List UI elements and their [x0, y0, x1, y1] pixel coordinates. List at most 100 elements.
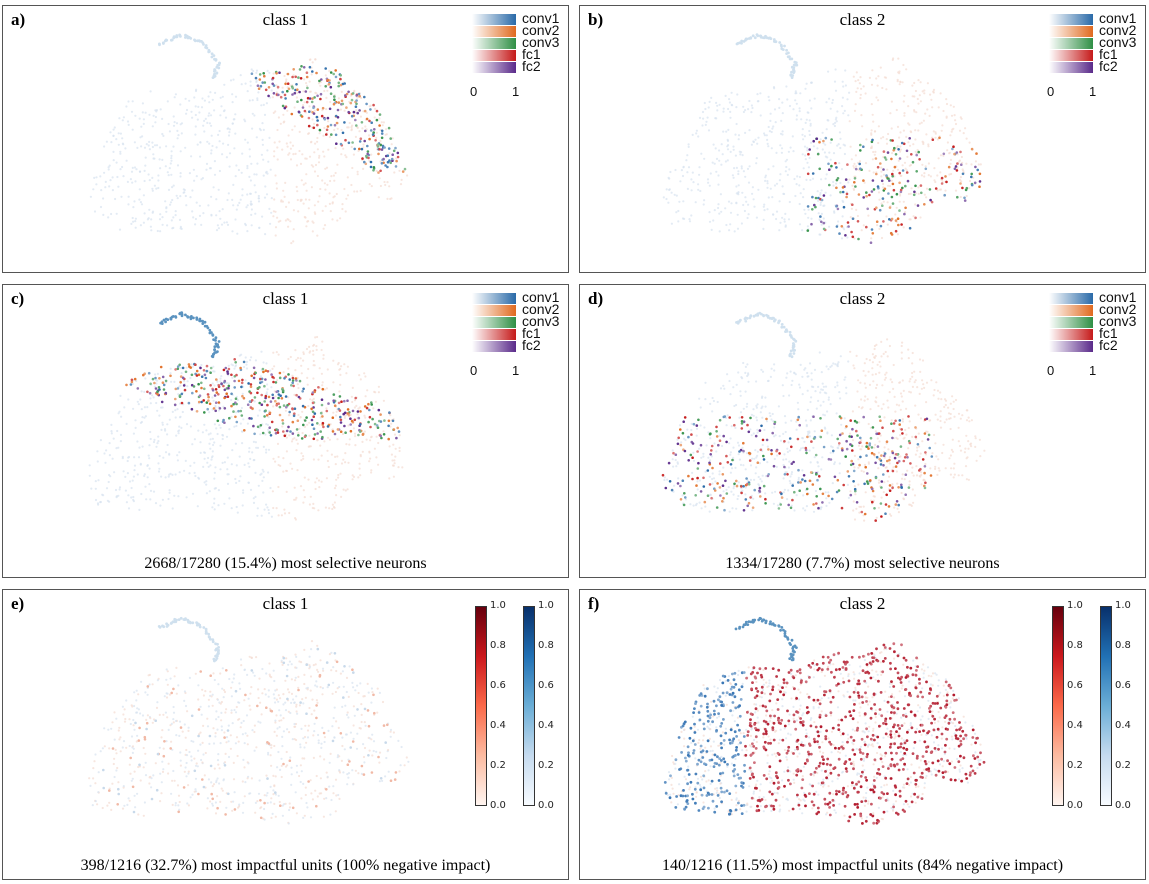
- background-point: [809, 461, 812, 464]
- highlight-point: [286, 89, 289, 93]
- background-point: [244, 379, 247, 382]
- highlight-point: [270, 373, 273, 376]
- highlight-point: [709, 453, 712, 456]
- background-point: [813, 97, 816, 100]
- legend-label: fc1: [522, 325, 541, 341]
- highlight-point: [917, 150, 920, 154]
- background-point: [763, 428, 766, 432]
- highlight-point: [812, 503, 815, 506]
- highlight-point: [818, 167, 821, 171]
- background-point: [255, 79, 258, 82]
- background-point: [166, 100, 169, 103]
- background-point: [190, 155, 193, 158]
- background-point: [286, 145, 289, 148]
- highlight-point: [847, 475, 851, 478]
- background-point: [202, 212, 205, 215]
- background-point: [964, 447, 967, 450]
- background-point: [307, 207, 310, 210]
- highlight-point: [368, 137, 371, 141]
- highlight-point: [268, 431, 272, 434]
- background-point: [317, 200, 320, 203]
- background-point: [293, 486, 296, 489]
- highlight-point: [341, 131, 345, 135]
- highlight-point: [978, 185, 981, 188]
- background-point: [290, 678, 293, 681]
- highlight-point: [277, 396, 280, 400]
- background-point: [728, 101, 731, 104]
- highlight-point: [670, 488, 674, 492]
- background-point: [934, 136, 937, 139]
- background-point: [325, 166, 329, 169]
- background-point: [832, 180, 835, 184]
- background-point: [345, 156, 348, 159]
- background-point: [825, 173, 828, 176]
- background-point: [272, 210, 275, 213]
- background-point: [881, 86, 884, 90]
- background-point: [331, 725, 334, 728]
- highlight-point: [335, 142, 338, 145]
- background-point: [233, 367, 236, 370]
- background-point: [703, 199, 706, 202]
- background-point: [148, 483, 151, 486]
- background-point: [179, 759, 182, 762]
- highlight-point: [313, 412, 317, 415]
- background-point: [787, 441, 790, 444]
- background-point: [933, 433, 936, 437]
- highlight-point: [894, 229, 898, 233]
- highlight-point: [195, 369, 199, 373]
- background-point: [194, 113, 197, 117]
- background-point: [911, 95, 914, 98]
- background-point: [196, 143, 199, 146]
- background-point: [265, 503, 268, 506]
- background-point: [728, 442, 731, 445]
- legend-label: conv2: [522, 301, 560, 317]
- background-point: [751, 509, 754, 512]
- background-point: [203, 481, 206, 484]
- background-point: [284, 701, 287, 704]
- highlight-point: [160, 400, 164, 404]
- background-point: [916, 449, 919, 452]
- highlight-point: [914, 216, 917, 220]
- background-point: [308, 503, 311, 506]
- background-point: [857, 466, 860, 469]
- background-point: [129, 178, 132, 181]
- background-point: [155, 110, 158, 113]
- highlight-point: [358, 430, 362, 433]
- background-point: [695, 434, 698, 437]
- background-point: [214, 91, 217, 94]
- highlight-point: [703, 500, 707, 504]
- background-point: [876, 363, 879, 366]
- background-point: [176, 454, 179, 457]
- background-point: [155, 144, 159, 147]
- background-point: [854, 80, 857, 83]
- background-point: [886, 223, 889, 226]
- highlight-point: [848, 435, 851, 438]
- highlight-point: [895, 192, 899, 196]
- background-point: [248, 99, 251, 102]
- background-point: [878, 371, 881, 374]
- background-point: [895, 206, 898, 209]
- highlight-point: [223, 379, 227, 383]
- highlight-point: [303, 405, 307, 409]
- background-point: [738, 150, 741, 153]
- background-point: [900, 357, 903, 360]
- legend-entry: fc1: [1049, 47, 1145, 62]
- background-point: [256, 97, 259, 100]
- background-point: [391, 459, 394, 462]
- highlight-point: [235, 420, 239, 424]
- background-point: [787, 150, 790, 153]
- background-point: [835, 412, 838, 415]
- background-point: [287, 357, 290, 361]
- background-point: [683, 217, 686, 220]
- background-point: [670, 222, 673, 225]
- background-point: [281, 735, 284, 738]
- background-point: [672, 490, 675, 493]
- background-point: [798, 202, 801, 206]
- background-point: [914, 138, 917, 141]
- highlight-point: [142, 373, 145, 377]
- background-point: [880, 170, 883, 173]
- background-point: [282, 717, 285, 720]
- background-point: [291, 144, 295, 147]
- background-point: [781, 185, 784, 188]
- background-point: [364, 395, 367, 398]
